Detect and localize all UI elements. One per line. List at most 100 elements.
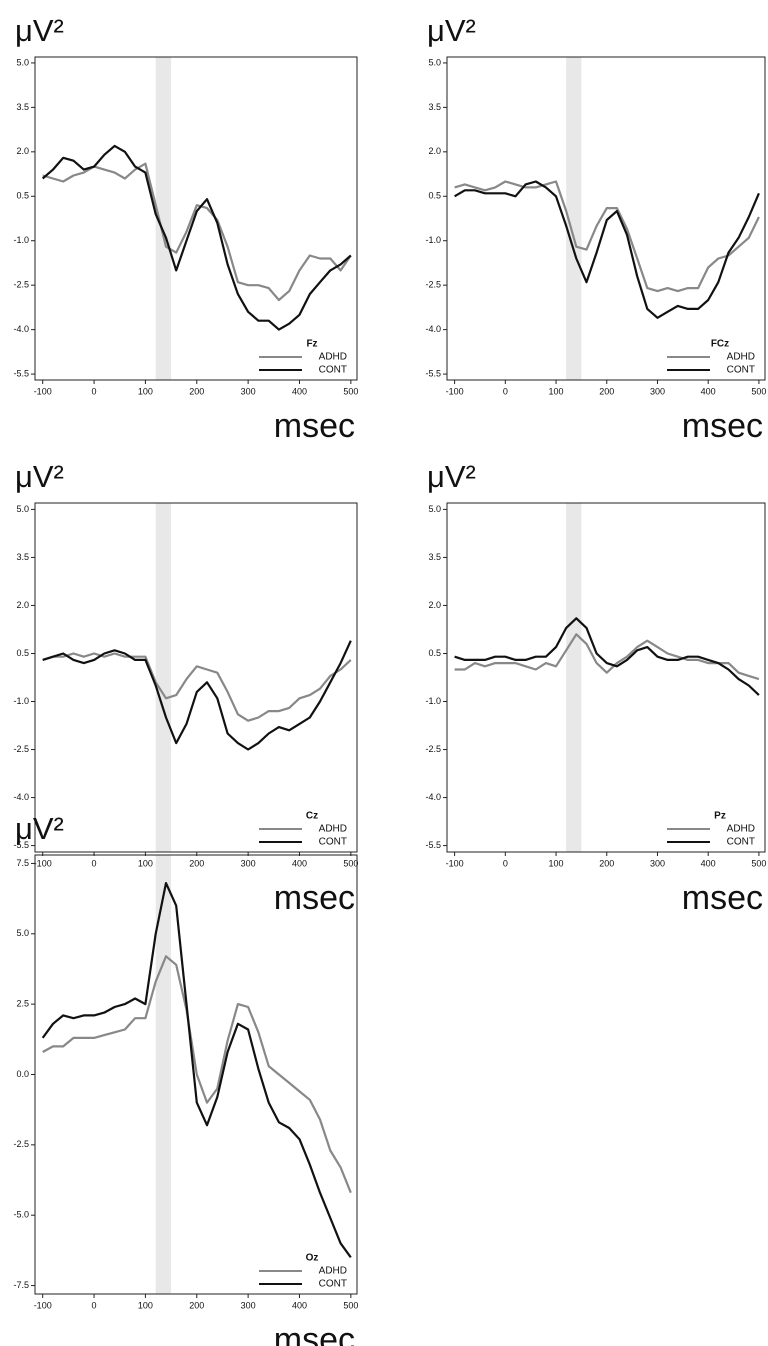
x-tick-label: 200 — [599, 858, 614, 868]
x-tick-label: 100 — [138, 386, 153, 396]
y-tick-label: 0.5 — [428, 648, 441, 658]
y-tick-label: 2.0 — [428, 146, 441, 156]
legend-label: ADHD — [727, 352, 755, 363]
y-tick-label: 5.0 — [16, 928, 29, 938]
x-tick-label: 100 — [549, 386, 564, 396]
y-tick-label: -2.5 — [13, 1139, 29, 1149]
y-tick-label: 2.0 — [428, 600, 441, 610]
x-tick-label: 200 — [189, 386, 204, 396]
legend-title: Pz — [714, 811, 726, 822]
x-axis-label: msec — [274, 1321, 355, 1346]
shaded-region — [566, 57, 582, 380]
plot-frame — [446, 502, 766, 853]
y-tick-label: -1.0 — [13, 696, 29, 706]
legend-title: Oz — [306, 1253, 319, 1264]
panel: -5.5 -4.0 -2.5 -1.0 0.5 2.0 3.5 5.0 -100 0 100 200 3… — [425, 13, 766, 445]
x-tick-label: 500 — [751, 858, 766, 868]
y-tick-label: -2.5 — [425, 280, 441, 290]
y-axis-label: μV² — [15, 13, 64, 48]
y-tick-label: 0.5 — [16, 648, 29, 658]
x-tick-label: 300 — [650, 386, 665, 396]
y-tick-label: 2.0 — [16, 600, 29, 610]
data-line — [42, 640, 352, 751]
x-tick-label: 0 — [503, 386, 508, 396]
y-tick-label: -2.5 — [13, 280, 29, 290]
x-axis-label: msec — [274, 879, 355, 917]
y-axis-label: μV² — [15, 811, 64, 846]
plot-frame — [446, 56, 766, 381]
x-tick-label: 400 — [292, 386, 307, 396]
y-tick-label: -4.0 — [13, 792, 29, 802]
y-tick-label: 3.5 — [428, 552, 441, 562]
shaded-region — [155, 57, 172, 380]
x-tick-label: 100 — [138, 1300, 153, 1310]
x-tick-label: 0 — [503, 858, 508, 868]
legend-label: ADHD — [319, 824, 347, 835]
y-tick-label: -7.5 — [13, 1280, 29, 1290]
y-tick-label: 3.5 — [16, 102, 29, 112]
y-tick-label: -5.5 — [425, 368, 441, 378]
y-tick-label: -5.5 — [425, 840, 441, 850]
shaded-region — [155, 503, 172, 852]
legend-title: Fz — [306, 339, 317, 350]
y-tick-label: 5.0 — [16, 57, 29, 67]
y-tick-label: -5.5 — [13, 840, 29, 850]
y-axis-label: μV² — [427, 13, 476, 48]
x-tick-label: -100 — [34, 1300, 52, 1310]
panel: -5.5 -4.0 -2.5 -1.0 0.5 2.0 3.5 5.0 -100 0 100 200 3… — [425, 459, 766, 917]
x-tick-label: -100 — [446, 386, 464, 396]
y-tick-label: -2.5 — [425, 744, 441, 754]
panel: -7.5 -5.0 -2.5 0.0 2.5 5.0 7.5 -100 0 100 200 300 40… — [13, 811, 358, 1346]
data-line — [454, 180, 760, 319]
x-tick-label: 400 — [292, 858, 307, 868]
x-tick-label: 200 — [189, 858, 204, 868]
y-axis-label: μV² — [15, 459, 64, 494]
y-axis-label: μV² — [427, 459, 476, 494]
plot-frame — [34, 502, 358, 853]
legend-label: CONT — [727, 837, 755, 848]
x-tick-label: 300 — [241, 1300, 256, 1310]
y-tick-label: 5.0 — [428, 504, 441, 514]
x-tick-label: 300 — [650, 858, 665, 868]
legend-label: CONT — [319, 365, 347, 376]
y-tick-label: -1.0 — [425, 696, 441, 706]
x-tick-label: 0 — [92, 386, 97, 396]
x-tick-label: 400 — [701, 386, 716, 396]
legend-label: CONT — [319, 1279, 347, 1290]
y-tick-label: 0.0 — [16, 1069, 29, 1079]
y-tick-label: -5.0 — [13, 1210, 29, 1220]
x-tick-label: 500 — [343, 1300, 358, 1310]
y-tick-label: -4.0 — [425, 792, 441, 802]
legend-label: ADHD — [727, 824, 755, 835]
x-tick-label: 200 — [189, 1300, 204, 1310]
data-line — [42, 955, 352, 1194]
x-axis-label: msec — [274, 407, 355, 445]
legend-title: Cz — [306, 811, 318, 822]
x-axis-label: msec — [682, 407, 763, 445]
y-tick-label: -2.5 — [13, 744, 29, 754]
x-tick-label: 200 — [599, 386, 614, 396]
x-tick-label: 500 — [343, 386, 358, 396]
panel: -5.5 -4.0 -2.5 -1.0 0.5 2.0 3.5 5.0 -100 0 100 200 3… — [13, 459, 358, 917]
panel: -5.5 -4.0 -2.5 -1.0 0.5 2.0 3.5 5.0 -100 0 100 200 3… — [13, 13, 358, 445]
x-tick-label: 300 — [241, 858, 256, 868]
y-tick-label: -1.0 — [13, 235, 29, 245]
y-tick-label: -5.5 — [13, 368, 29, 378]
x-tick-label: -100 — [446, 858, 464, 868]
y-tick-label: -4.0 — [13, 324, 29, 334]
shaded-region — [566, 503, 582, 852]
y-tick-label: -4.0 — [425, 324, 441, 334]
shaded-region — [155, 855, 172, 1294]
legend-label: ADHD — [319, 352, 347, 363]
y-tick-label: -1.0 — [425, 235, 441, 245]
legend-label: CONT — [319, 837, 347, 848]
y-tick-label: 2.5 — [16, 999, 29, 1009]
x-tick-label: 400 — [701, 858, 716, 868]
x-tick-label: 300 — [241, 386, 256, 396]
x-tick-label: -100 — [34, 386, 52, 396]
data-line — [42, 652, 352, 722]
x-tick-label: 400 — [292, 1300, 307, 1310]
x-tick-label: -100 — [34, 858, 52, 868]
x-axis-label: msec — [682, 879, 763, 917]
